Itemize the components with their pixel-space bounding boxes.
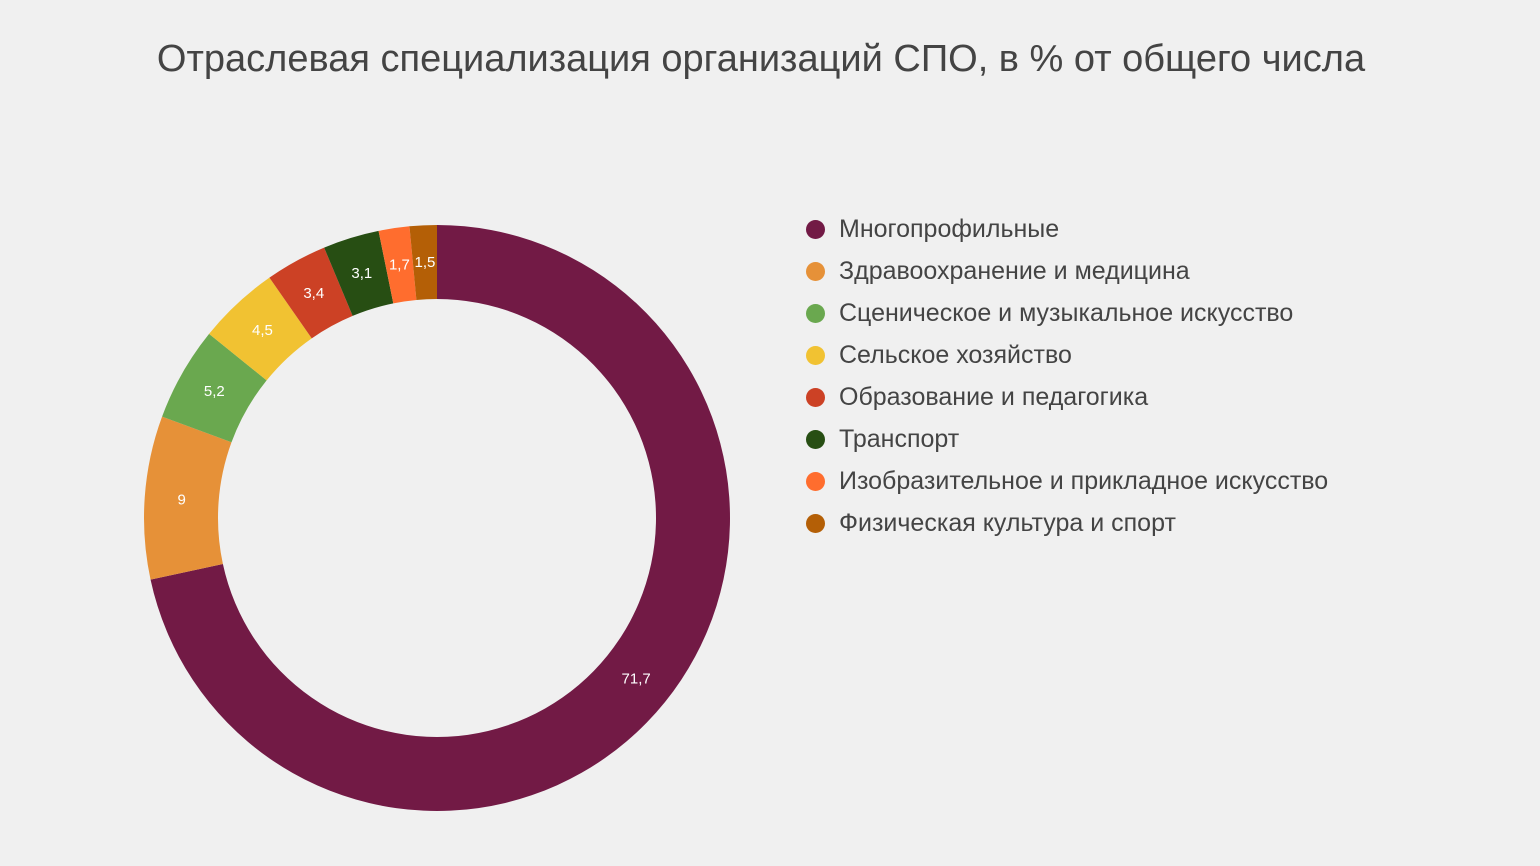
legend-marker-icon [806, 303, 825, 323]
slice-data-label: 1,5 [415, 254, 436, 271]
slice-data-label: 5,2 [204, 383, 225, 400]
slice-data-label: 4,5 [252, 322, 273, 339]
legend-marker-icon [806, 261, 825, 281]
legend-item: Здравоохранение и медицина [806, 250, 1328, 292]
legend-label: Образование и педагогика [839, 382, 1149, 411]
legend-label: Транспорт [839, 424, 960, 453]
donut-slice [409, 225, 437, 300]
donut-slice [209, 277, 312, 381]
legend-item: Изобразительное и прикладное искусство [806, 460, 1328, 502]
chart-title: Отраслевая специализация организаций СПО… [156, 38, 1366, 80]
slice-data-label: 9 [177, 491, 185, 508]
slice-data-label: 71,7 [622, 670, 651, 687]
chart-legend: Многопрофильные Здравоохранение и медицин… [806, 208, 1328, 544]
legend-label: Сценическое и музыкальное искусство [839, 298, 1294, 327]
legend-marker-icon [806, 513, 825, 533]
legend-marker-icon [806, 219, 825, 239]
slice-data-label: 3,4 [303, 285, 324, 302]
donut-slice [324, 230, 394, 316]
legend-marker-icon [806, 471, 825, 491]
legend-marker-icon [806, 429, 825, 449]
legend-label: Здравоохранение и медицина [839, 256, 1190, 285]
slice-data-label: 1,7 [389, 256, 410, 273]
donut-slice [269, 247, 353, 339]
legend-item: Сценическое и музыкальное искусство [806, 292, 1328, 334]
legend-marker-icon [806, 345, 825, 365]
slice-data-label: 3,1 [351, 265, 372, 282]
legend-marker-icon [806, 387, 825, 407]
legend-item: Сельское хозяйство [806, 334, 1328, 376]
donut-slice [143, 416, 232, 580]
legend-item: Образование и педагогика [806, 376, 1328, 418]
donut-slice [378, 226, 417, 304]
legend-item: Транспорт [806, 418, 1328, 460]
legend-label: Физическая культура и спорт [839, 508, 1176, 537]
legend-label: Сельское хозяйство [839, 340, 1072, 369]
legend-label: Изобразительное и прикладное искусство [839, 466, 1329, 495]
donut-slice [162, 333, 267, 443]
legend-item: Многопрофильные [806, 208, 1328, 250]
legend-item: Физическая культура и спорт [806, 502, 1328, 544]
legend-label: Многопрофильные [839, 214, 1060, 243]
